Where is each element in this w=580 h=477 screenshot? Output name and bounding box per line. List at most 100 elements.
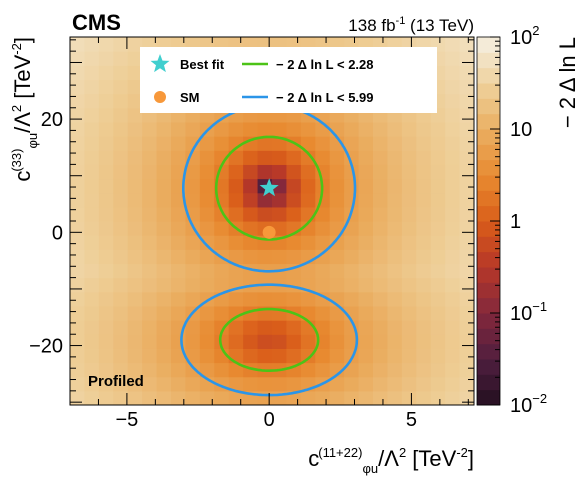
heatmap-cell bbox=[70, 362, 86, 378]
heatmap-cell bbox=[358, 348, 374, 364]
heatmap-cell bbox=[401, 362, 417, 378]
heatmap-cell bbox=[300, 136, 316, 151]
heatmap-cell bbox=[358, 206, 374, 222]
heatmap-cell bbox=[70, 150, 86, 165]
color-bar-band bbox=[477, 221, 500, 237]
heatmap-cell bbox=[84, 277, 100, 293]
heatmap-cell bbox=[142, 178, 158, 194]
heatmap-cell bbox=[171, 305, 187, 321]
heatmap-cell bbox=[445, 235, 461, 250]
heatmap-cell bbox=[387, 362, 403, 378]
heatmap-cell bbox=[445, 93, 461, 109]
heatmap-cell bbox=[156, 305, 172, 321]
heatmap-cell bbox=[300, 291, 316, 307]
heatmap-cell bbox=[445, 221, 461, 236]
heatmap-cell bbox=[127, 334, 143, 349]
heatmap-cell bbox=[243, 178, 259, 194]
heatmap-cell bbox=[430, 164, 446, 180]
color-bar-band bbox=[477, 282, 500, 299]
heatmap-cell bbox=[214, 305, 230, 321]
heatmap-cell bbox=[214, 390, 230, 405]
heatmap-cell bbox=[142, 249, 158, 265]
heatmap-cell bbox=[185, 249, 201, 265]
heatmap-cell bbox=[387, 121, 403, 137]
heatmap-cell bbox=[243, 291, 259, 307]
color-bar-band bbox=[477, 159, 500, 176]
heatmap-cell bbox=[70, 320, 86, 335]
heatmap-cell bbox=[243, 376, 259, 392]
heatmap-cell bbox=[113, 348, 129, 364]
heatmap-cell bbox=[401, 291, 417, 307]
heatmap-cell bbox=[199, 206, 215, 222]
heatmap-cell bbox=[300, 235, 316, 250]
heatmap-cell bbox=[416, 206, 432, 222]
heatmap-cell bbox=[373, 221, 389, 236]
heatmap-cell bbox=[315, 362, 331, 378]
heatmap-cell bbox=[373, 277, 389, 293]
heatmap-cell bbox=[70, 277, 86, 293]
legend-best-fit-label: Best fit bbox=[180, 57, 225, 72]
heatmap-cell bbox=[98, 206, 114, 222]
heatmap-cell bbox=[171, 221, 187, 236]
heatmap-cell bbox=[416, 178, 432, 194]
heatmap-cell bbox=[445, 79, 461, 95]
heatmap-cell bbox=[185, 263, 201, 279]
heatmap-cell bbox=[113, 263, 129, 279]
heatmap-cell bbox=[199, 334, 215, 349]
heatmap-cell bbox=[430, 178, 446, 194]
heatmap-cell bbox=[373, 376, 389, 392]
heatmap-cell bbox=[214, 136, 230, 151]
heatmap-cell bbox=[127, 362, 143, 378]
heatmap-cell bbox=[401, 390, 417, 405]
heatmap-cell bbox=[113, 178, 129, 194]
heatmap-cell bbox=[430, 291, 446, 307]
heatmap-cell bbox=[373, 263, 389, 279]
heatmap-cell bbox=[430, 221, 446, 236]
heatmap-cell bbox=[98, 121, 114, 137]
heatmap-cell bbox=[430, 348, 446, 364]
heatmap-cell bbox=[300, 334, 316, 349]
heatmap-cell bbox=[373, 249, 389, 265]
heatmap-cell bbox=[329, 150, 345, 165]
heatmap-cell bbox=[373, 362, 389, 378]
heatmap-cell bbox=[214, 362, 230, 378]
heatmap-cell bbox=[156, 121, 172, 137]
heatmap-cell bbox=[344, 277, 360, 293]
heatmap-cell bbox=[416, 136, 432, 151]
heatmap-cell bbox=[98, 37, 114, 52]
heatmap-cell bbox=[70, 390, 86, 405]
heatmap-cell bbox=[300, 192, 316, 208]
heatmap-cell bbox=[358, 376, 374, 392]
heatmap-cell bbox=[373, 390, 389, 405]
heatmap-cell bbox=[286, 206, 302, 222]
heatmap-cell bbox=[98, 390, 114, 405]
heatmap-cell bbox=[214, 277, 230, 293]
heatmap-cell bbox=[127, 291, 143, 307]
heatmap-cell bbox=[459, 305, 474, 321]
heatmap-cell bbox=[272, 221, 288, 236]
heatmap-cell bbox=[243, 121, 259, 137]
heatmap-cell bbox=[272, 249, 288, 265]
heatmap-cell bbox=[300, 348, 316, 364]
heatmap-cell bbox=[344, 121, 360, 137]
color-bar-band bbox=[477, 359, 500, 375]
heatmap-cell bbox=[358, 150, 374, 165]
heatmap-cell bbox=[315, 150, 331, 165]
heatmap-cell bbox=[430, 150, 446, 165]
heatmap-cell bbox=[113, 320, 129, 335]
heatmap-cell bbox=[387, 150, 403, 165]
heatmap-cell bbox=[98, 93, 114, 109]
heatmap-cell bbox=[373, 178, 389, 194]
heatmap-cell bbox=[98, 320, 114, 335]
heatmap-cell bbox=[329, 263, 345, 279]
heatmap-cell bbox=[199, 263, 215, 279]
color-bar-ticks: 10−2 10−1 1 10 102 bbox=[490, 23, 547, 417]
x-tick-label: −5 bbox=[115, 409, 138, 431]
heatmap-cell bbox=[84, 51, 100, 66]
heatmap-cell bbox=[459, 263, 474, 279]
heatmap-cell bbox=[344, 192, 360, 208]
heatmap-cell bbox=[84, 263, 100, 279]
heatmap-cell bbox=[430, 136, 446, 151]
heatmap-cell bbox=[70, 221, 86, 236]
heatmap-cell bbox=[286, 320, 302, 335]
